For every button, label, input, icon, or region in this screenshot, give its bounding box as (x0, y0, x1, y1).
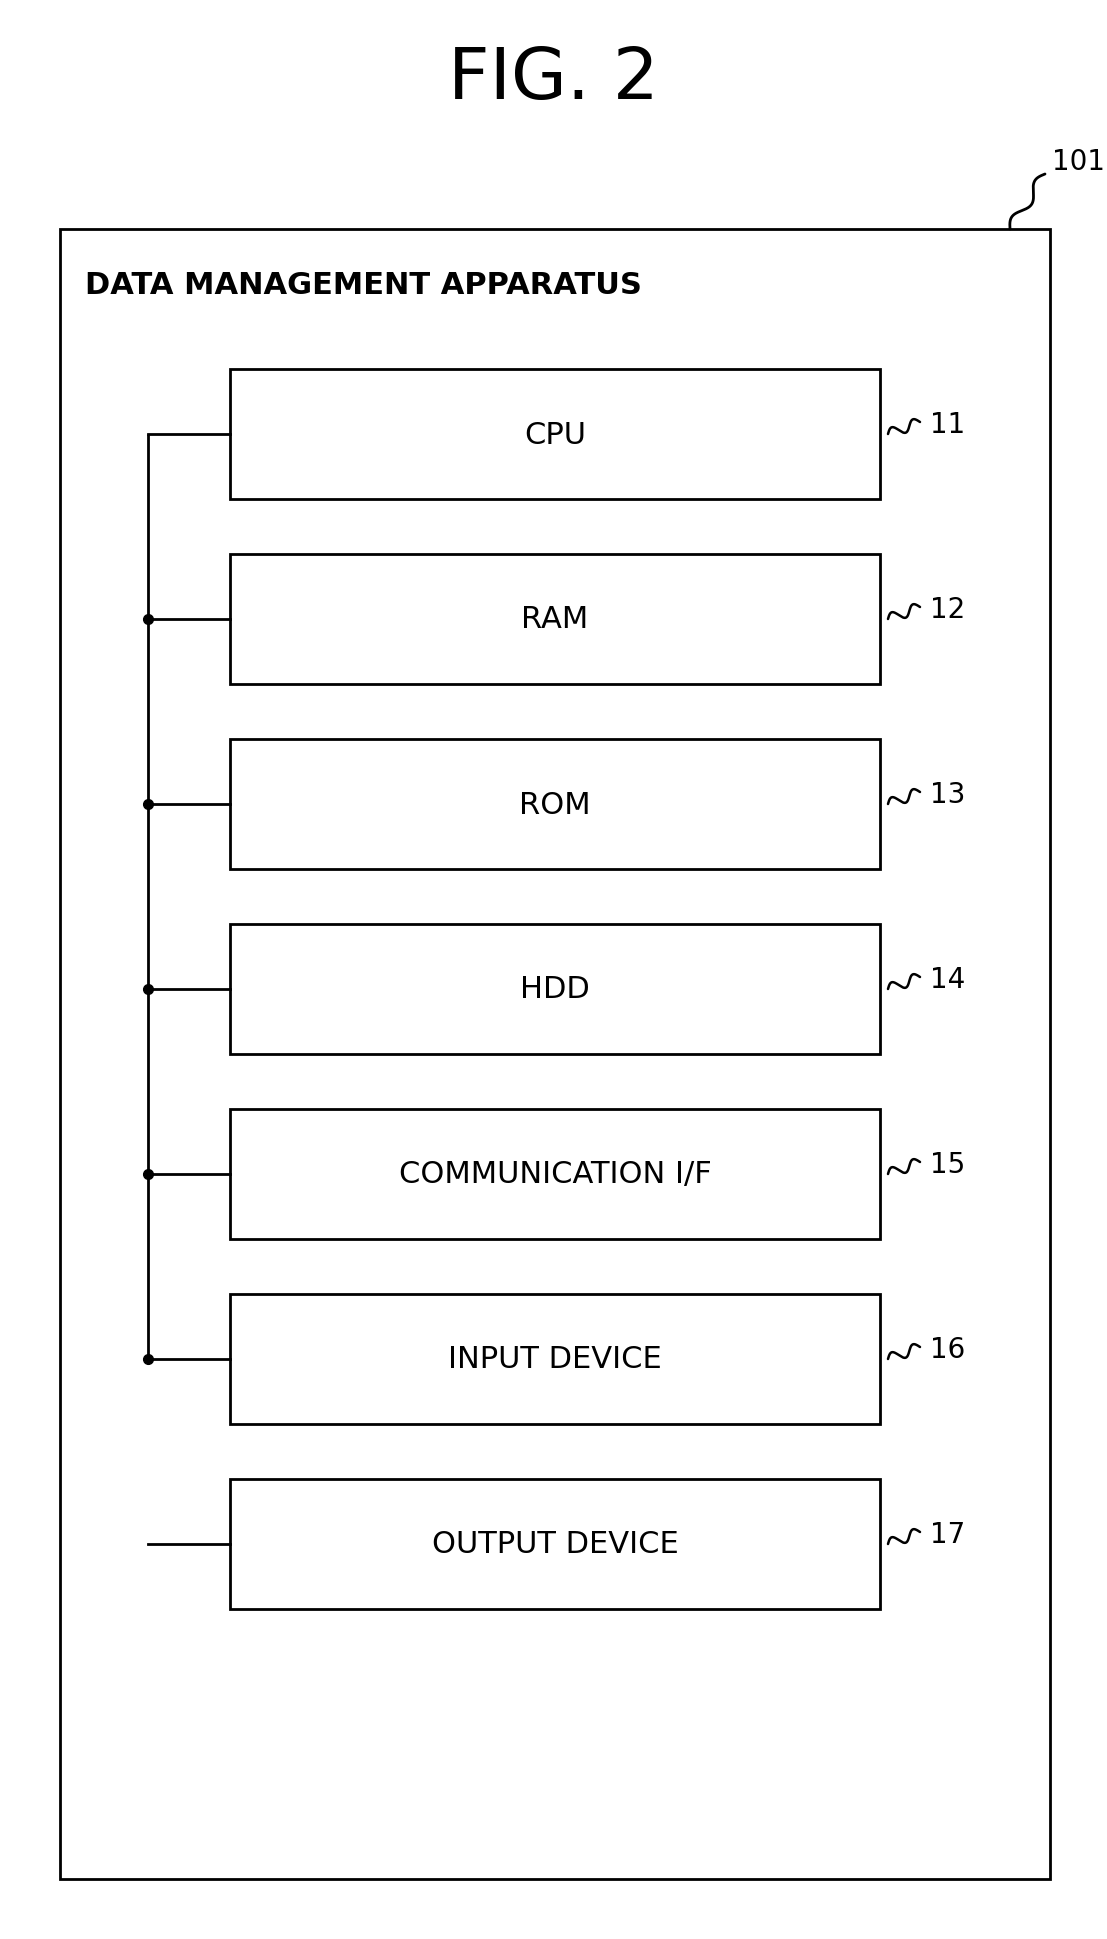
Text: 14: 14 (930, 966, 965, 993)
Text: INPUT DEVICE: INPUT DEVICE (448, 1346, 662, 1375)
Text: 12: 12 (930, 595, 965, 624)
Bar (230, 370, 880, 500)
Text: 13: 13 (930, 781, 965, 809)
Bar (230, 555, 880, 684)
Bar (230, 1479, 880, 1609)
Bar (230, 1295, 880, 1425)
Bar (230, 739, 880, 869)
Text: OUTPUT DEVICE: OUTPUT DEVICE (432, 1530, 679, 1559)
Text: CPU: CPU (524, 421, 586, 450)
Text: HDD: HDD (520, 975, 590, 1004)
Text: RAM: RAM (521, 605, 589, 634)
Text: DATA MANAGEMENT APPARATUS: DATA MANAGEMENT APPARATUS (85, 270, 642, 299)
Text: 16: 16 (930, 1336, 965, 1363)
Text: COMMUNICATION I/F: COMMUNICATION I/F (399, 1160, 712, 1189)
Bar (230, 1109, 880, 1239)
Bar (60, 231, 1051, 1879)
Text: 11: 11 (930, 411, 965, 438)
Bar (230, 925, 880, 1055)
Text: 17: 17 (930, 1520, 965, 1547)
Text: ROM: ROM (519, 789, 591, 818)
Text: FIG. 2: FIG. 2 (448, 45, 659, 114)
Text: 15: 15 (930, 1150, 965, 1179)
Text: 101: 101 (1052, 147, 1105, 176)
